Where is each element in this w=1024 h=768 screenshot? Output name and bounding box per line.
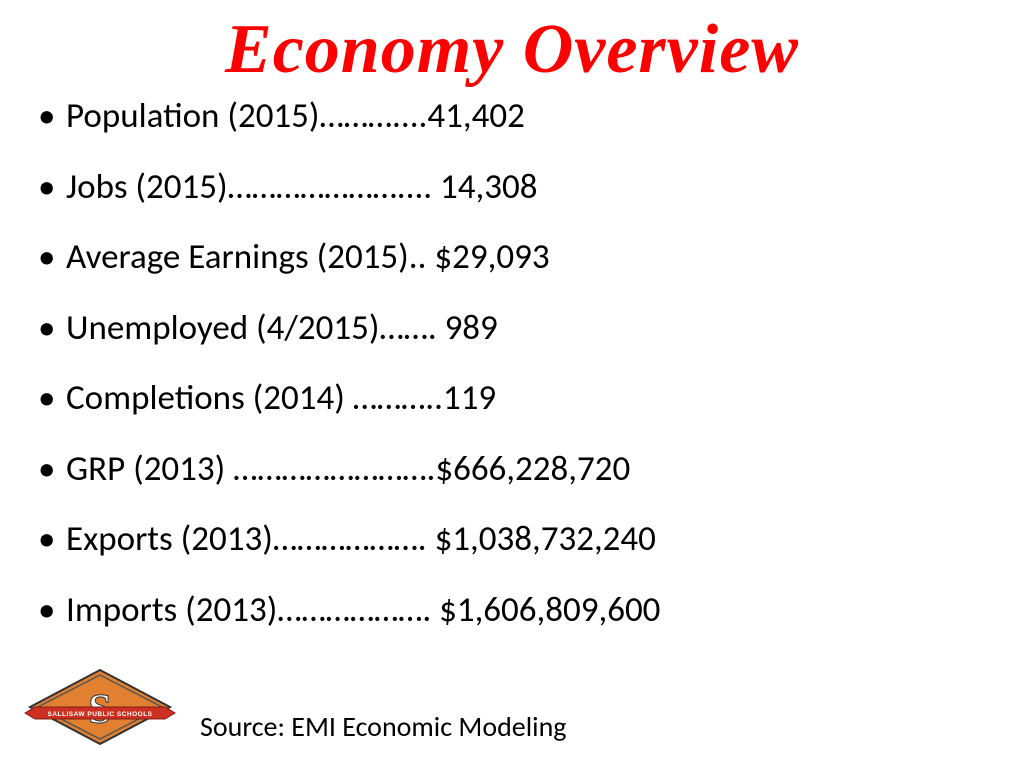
bullet-label: Completions (2014) <box>66 377 345 419</box>
bullet-label: Average Earnings (2015) <box>66 236 409 278</box>
school-logo: S SALLISAW PUBLIC SCHOOLS <box>20 665 180 750</box>
bullet-value: $666,228,720 <box>435 448 630 490</box>
bullet-dots: ……. <box>379 307 444 349</box>
bullet-item: Average Earnings (2015).. $29,093 <box>38 231 1024 284</box>
logo-banner-text: SALLISAW PUBLIC SCHOOLS <box>47 711 152 718</box>
bullet-value: $1,038,732,240 <box>435 518 656 560</box>
bullet-label: Population (2015) <box>66 95 320 137</box>
bullet-dots: ……………………. <box>225 448 435 490</box>
bullet-item: Unemployed (4/2015)……. 989 <box>38 302 1024 355</box>
bullet-item: Completions (2014) ………..119 <box>38 372 1024 425</box>
bullet-value: 14,308 <box>440 166 537 208</box>
bullet-value: 41,402 <box>427 95 524 137</box>
bullet-label: Exports (2013) <box>66 518 273 560</box>
source-attribution: Source: EMI Economic Modeling <box>200 709 566 744</box>
bullet-dots: ………………. <box>277 589 439 631</box>
bullet-item: Population (2015)………....41,402 <box>38 90 1024 143</box>
bullet-label: Jobs (2015) <box>66 166 228 208</box>
bullet-dots: ……….. <box>345 377 443 419</box>
bullet-dots: ……….... <box>320 95 428 137</box>
bullet-item: Imports (2013)………………. $1,606,809,600 <box>38 584 1024 637</box>
bullet-dots: ………………….... <box>228 166 440 208</box>
bullet-dots: .. <box>409 236 435 278</box>
bullet-value: $29,093 <box>434 236 549 278</box>
bullet-label: Unemployed (4/2015) <box>66 307 379 349</box>
bullet-item: Jobs (2015)………………….... 14,308 <box>38 161 1024 214</box>
bullet-item: Exports (2013)………………. $1,038,732,240 <box>38 513 1024 566</box>
bullet-value: 119 <box>443 377 496 419</box>
bullet-value: $1,606,809,600 <box>439 589 660 631</box>
bullet-label: Imports (2013) <box>66 589 277 631</box>
bullet-item: GRP (2013) …………………….$666,228,720 <box>38 443 1024 496</box>
bullet-value: 989 <box>445 307 498 349</box>
bullet-dots: ………………. <box>273 518 435 560</box>
economy-bullet-list: Population (2015)………....41,402Jobs (2015… <box>0 90 1024 636</box>
bullet-label: GRP (2013) <box>66 448 225 490</box>
slide-title: Economy Overview <box>0 0 1024 90</box>
